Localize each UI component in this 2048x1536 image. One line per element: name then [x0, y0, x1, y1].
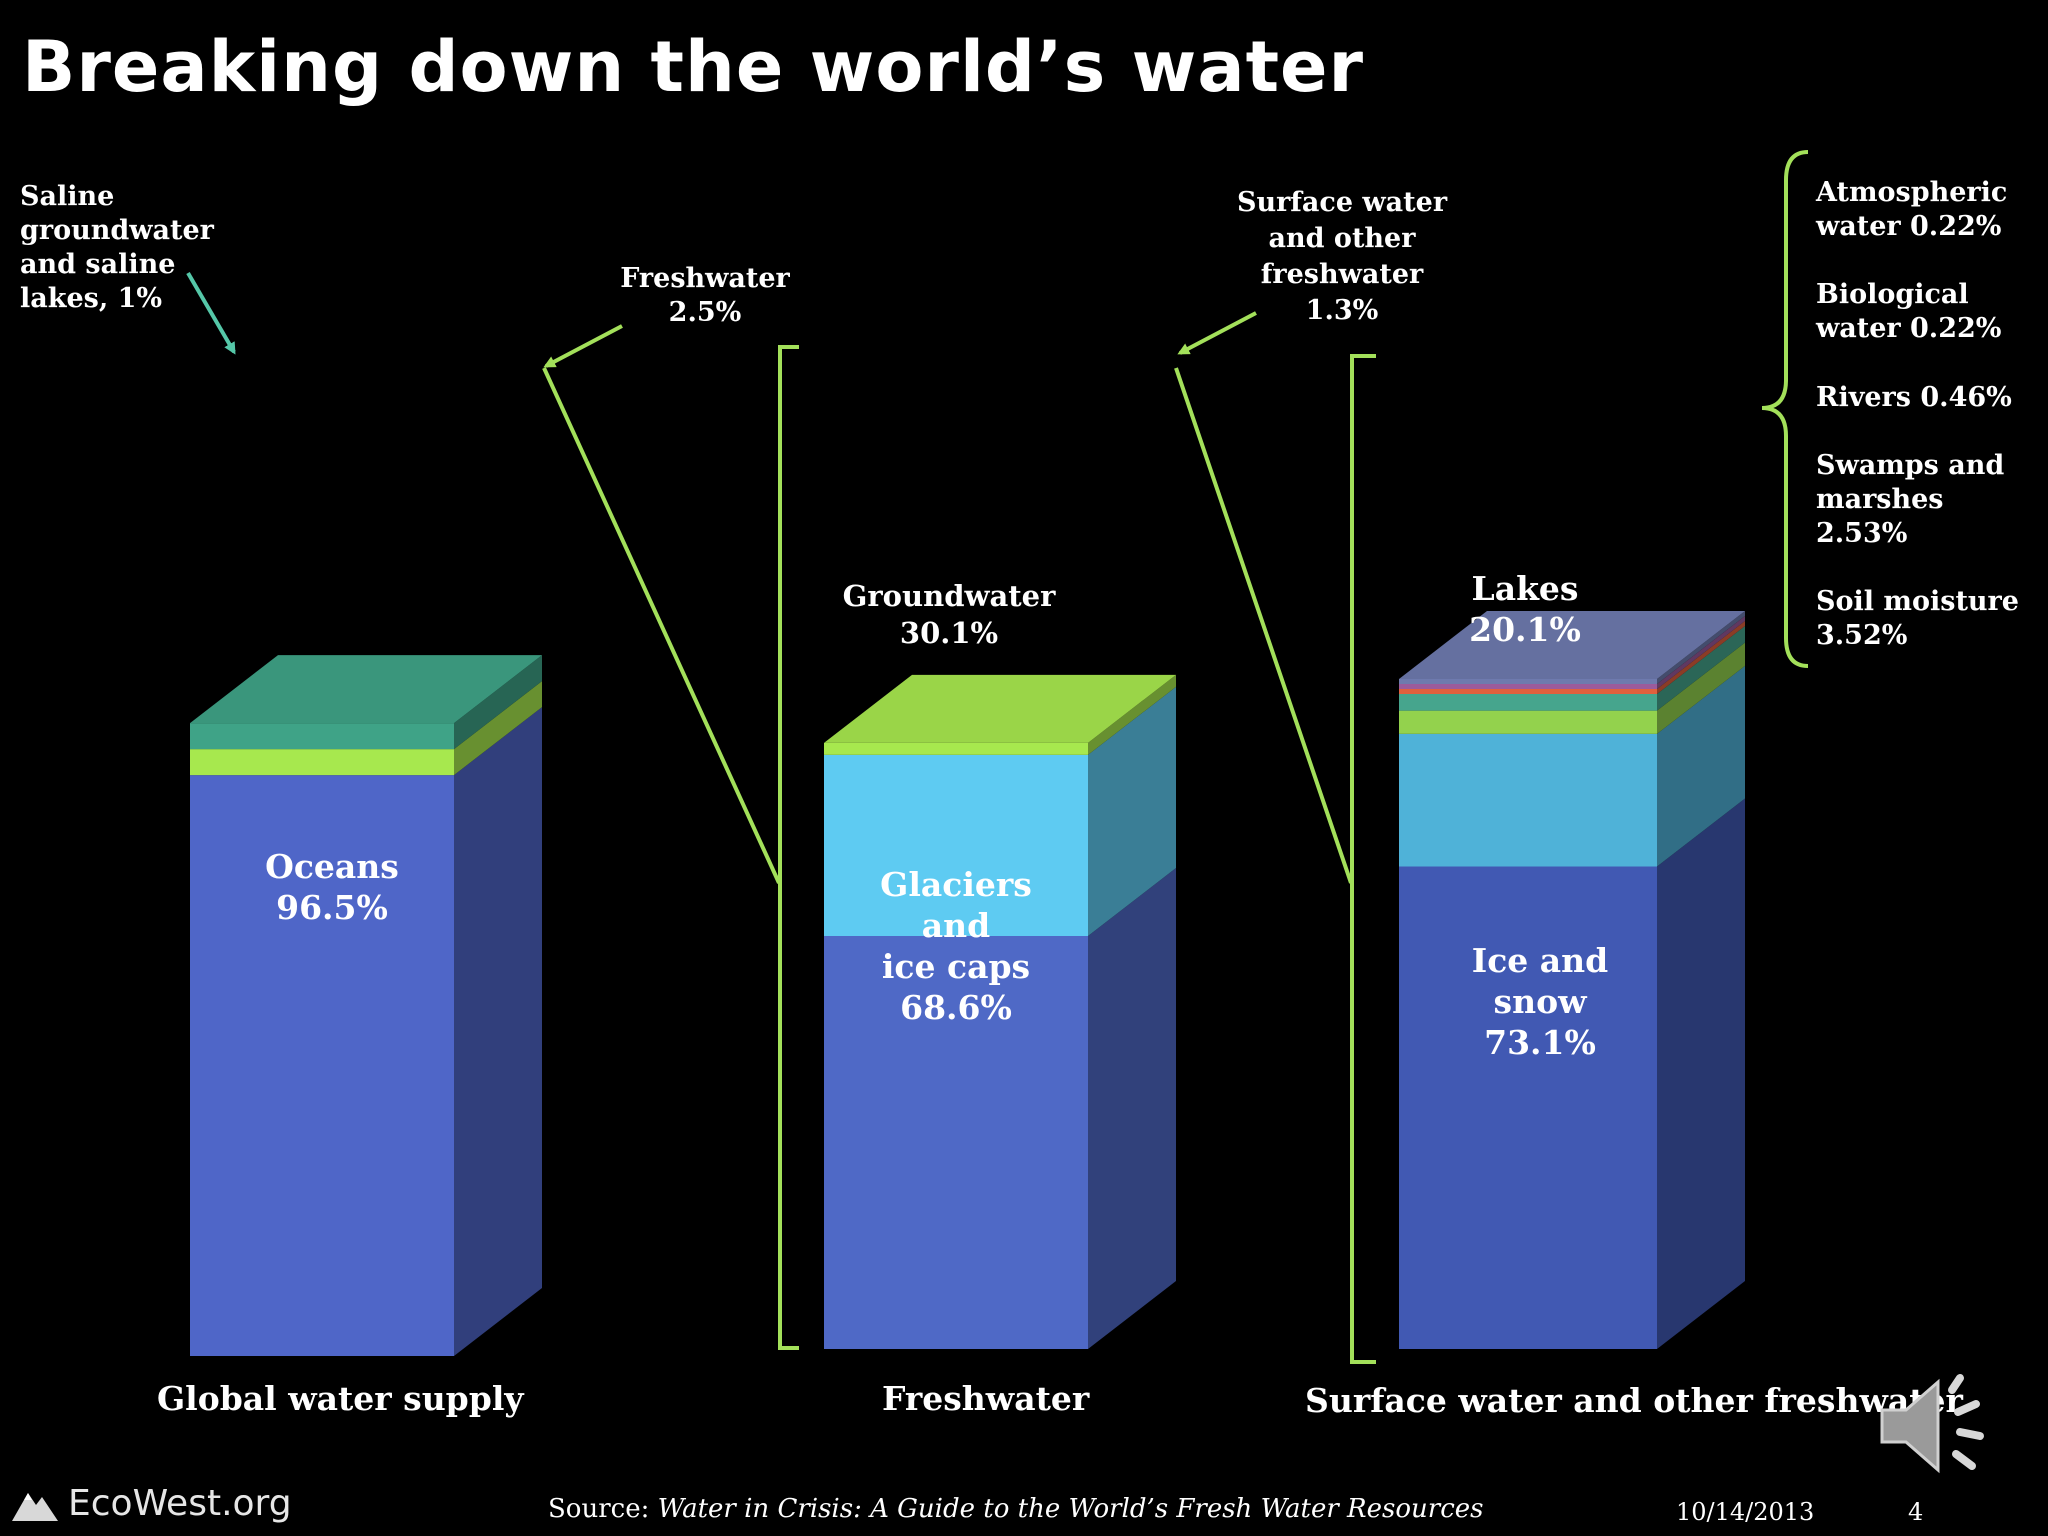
bar-3-soil-moisture-front — [1399, 710, 1657, 734]
breakdown-swamps: Swamps and marshes 2.53% — [1816, 450, 2005, 549]
bar-3-atmospheric-water-front — [1399, 678, 1657, 684]
bar-3-atmospheric-water-top — [1399, 610, 1745, 679]
bar-3-atmospheric-water-side — [1657, 610, 1745, 684]
breakdown-brace — [1761, 150, 1809, 668]
zoom-line-2 — [1174, 367, 1353, 884]
zoom-line-1 — [542, 367, 781, 884]
bar-2-groundwater-side — [1088, 686, 1176, 937]
bar-3-ice-and-snow-side — [1657, 798, 1745, 1349]
bar-2-surface-water-and-other-freshwater-top — [824, 674, 1176, 743]
bar-3-biological-water-side — [1657, 615, 1745, 689]
bar-2-glaciers-and-ice-caps-front — [824, 936, 1088, 1349]
annotation-surface: Surface water and other freshwater 1.3% — [1236, 187, 1448, 326]
bar-1-freshwater-front — [190, 749, 454, 776]
freshwater-bracket — [778, 345, 799, 1350]
logo: EcoWest.org — [10, 1478, 292, 1528]
bar-3-soil-moisture-side — [1657, 642, 1745, 734]
bar-3-swamps-and-marshes-side — [1657, 625, 1745, 711]
bar-1-oceans-front — [190, 775, 454, 1356]
breakdown-soil: Soil moisture 3.52% — [1816, 586, 2019, 651]
connectors — [186, 150, 1809, 1364]
annotation-freshwater: Freshwater 2.5% — [620, 263, 790, 328]
breakdown-atmospheric: Atmospheric water 0.22% — [1816, 177, 2008, 242]
source-title: Water in Crisis: A Guide to the World’s … — [657, 1494, 1484, 1524]
bar-2-surface-water-and-other-freshwater-front — [824, 742, 1088, 755]
bar-3-ice-and-snow-front — [1399, 866, 1657, 1349]
logo-text: EcoWest.org — [68, 1482, 292, 1524]
bar-1-oceans-side — [454, 707, 542, 1356]
source-prefix: Source: — [548, 1494, 658, 1524]
surface-bracket — [1350, 354, 1376, 1364]
label-oceans: Oceans 96.5% — [265, 847, 399, 927]
speaker-icon[interactable] — [1876, 1366, 1996, 1486]
caption-freshwater: Freshwater — [882, 1379, 1090, 1418]
bar-2-glaciers-and-ice-caps-side — [1088, 868, 1176, 1349]
surface-arrow — [1177, 311, 1257, 355]
breakdown-biological: Biological water 0.22% — [1816, 279, 2002, 344]
annotation-saline: Saline groundwater and saline lakes, 1% — [20, 181, 214, 314]
label-glaciers: Glaciers and ice caps 68.6% — [880, 865, 1032, 1027]
caption-surface: Surface water and other freshwater — [1305, 1381, 1963, 1420]
breakdown-rivers: Rivers 0.46% — [1816, 382, 2012, 413]
page-title: Breaking down the world’s water — [22, 26, 1365, 108]
bar-3-lakes-front — [1399, 733, 1657, 867]
slide-number: 4 — [1908, 1498, 1924, 1526]
bar-3-biological-water-front — [1399, 683, 1657, 689]
label-groundwater: Groundwater 30.1% — [842, 579, 1056, 650]
slide-date: 10/14/2013 — [1676, 1498, 1815, 1526]
bar-1-saline-groundwater-and-saline-lakes-top — [190, 655, 542, 724]
bar-1-saline-groundwater-and-saline-lakes-side — [454, 655, 542, 750]
bar-3-rivers-side — [1657, 620, 1745, 694]
source-line: Source: Water in Crisis: A Guide to the … — [548, 1494, 1483, 1524]
bar-3-rivers-front — [1399, 688, 1657, 694]
bar-2-groundwater-front — [824, 754, 1088, 937]
bar-1-freshwater-side — [454, 681, 542, 776]
caption-global: Global water supply — [157, 1379, 524, 1418]
bar-2-surface-water-and-other-freshwater-side — [1088, 674, 1176, 755]
saline-arrow — [186, 271, 236, 355]
label-lakes: Lakes 20.1% — [1469, 569, 1581, 649]
bar-1-saline-groundwater-and-saline-lakes-front — [190, 723, 454, 750]
label-ice-snow: Ice and snow 73.1% — [1471, 941, 1609, 1062]
freshwater-arrow — [543, 324, 623, 368]
bar-3-swamps-and-marshes-front — [1399, 693, 1657, 711]
mountain-icon — [12, 1493, 58, 1521]
bar-3-lakes-side — [1657, 665, 1745, 867]
